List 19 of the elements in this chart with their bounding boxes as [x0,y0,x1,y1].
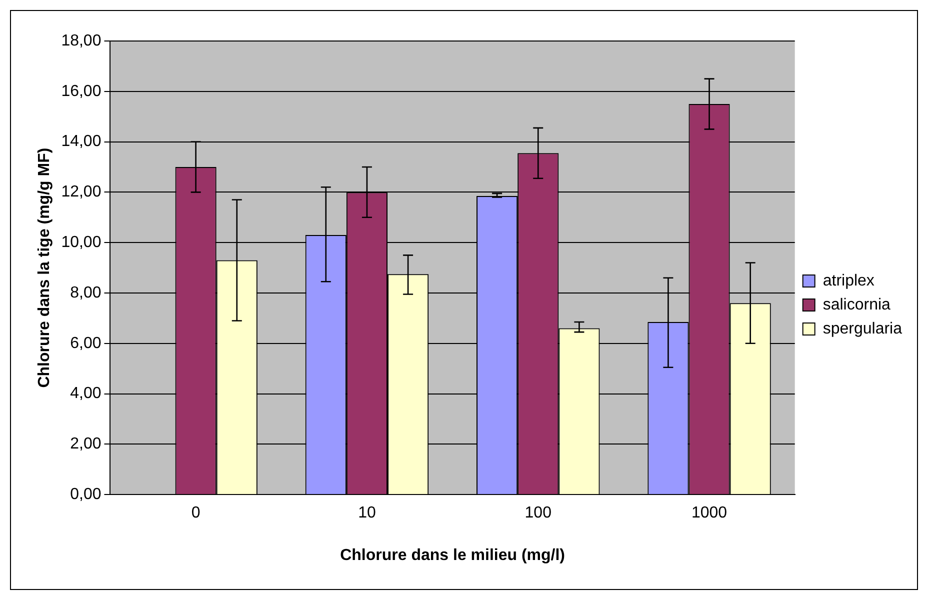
x-tick-label: 10 [358,504,376,522]
y-tick-label: 14,00 [61,133,102,150]
legend-label: salicornia [822,296,891,314]
y-tick-label: 10,00 [61,234,102,252]
y-tick-label: 2,00 [70,436,102,453]
y-tick-label: 12,00 [61,184,102,201]
y-tick-label: 8,00 [70,284,102,302]
y-tick-label: 6,00 [70,334,102,352]
y-tick-label: 18,00 [61,32,102,50]
x-axis-title: Chlorure dans le milieu (mg/l) [340,546,565,564]
x-tick-label: 0 [191,504,200,522]
legend-label: spergularia [822,320,902,338]
y-tick-label: 16,00 [61,82,102,100]
y-tick-label: 4,00 [70,385,102,402]
x-tick-label: 1000 [691,504,728,522]
y-tick-label: 0,00 [70,486,102,504]
y-axis-title: Chlorure dans la tige (mg/g MF) [36,148,54,388]
x-tick-label: 100 [524,504,552,522]
legend-label: atriplex [822,272,874,290]
